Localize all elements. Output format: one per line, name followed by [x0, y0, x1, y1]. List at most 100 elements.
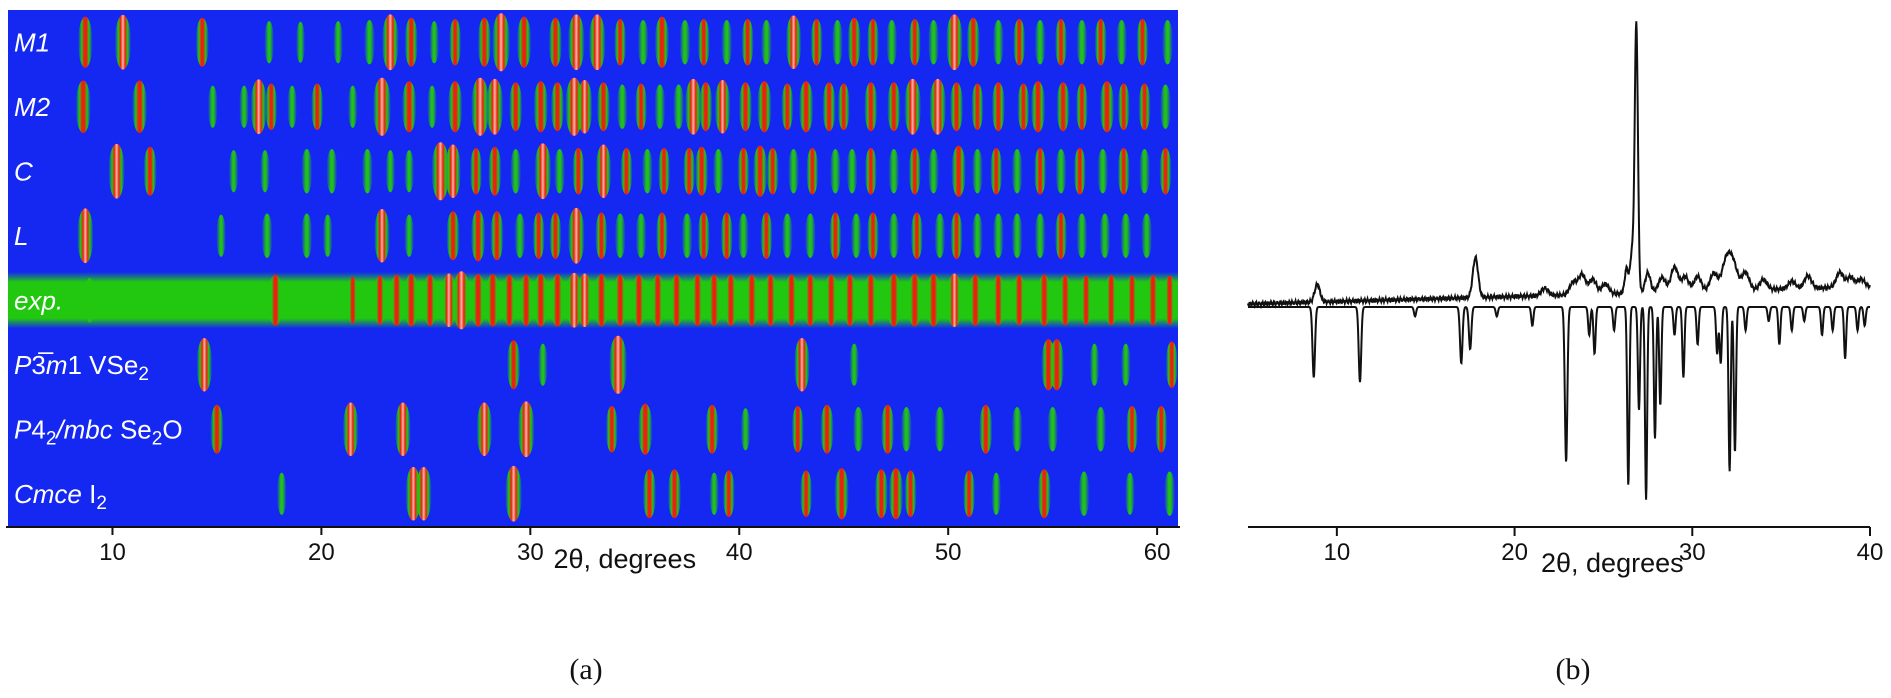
heatmap-peak-4-14: [549, 274, 565, 327]
heatmap-peak-0-14: [548, 17, 562, 67]
heatmap-peak-0-34: [966, 17, 980, 67]
heatmap-peak-2-9: [431, 142, 450, 201]
heatmap-peak-7-18: [1164, 471, 1176, 517]
heatmap-peak-2-5: [326, 148, 338, 194]
heatmap-peak-4-1: [268, 274, 283, 326]
panel-b-tick-label: 40: [1857, 539, 1884, 566]
heatmap-peak-1-42: [1030, 81, 1046, 133]
row-label-5: P3̅m1 VSe2: [14, 350, 149, 385]
heatmap-peak-2-22: [695, 146, 709, 196]
heatmap-peak-2-4: [301, 148, 313, 194]
heatmap-peak-3-30: [934, 213, 946, 259]
heatmap-peak-3-17: [655, 212, 668, 260]
row-label-part: M2: [14, 92, 51, 122]
heatmap-peak-3-40: [1141, 213, 1153, 259]
row-label-part: C: [14, 156, 33, 186]
heatmap-peak-0-2: [195, 17, 209, 67]
row-label-3: L: [14, 221, 28, 251]
heatmap-peak-3-39: [1120, 213, 1132, 259]
heatmap-peak-0-42: [1136, 18, 1149, 66]
heatmap-peak-5-4: [794, 337, 810, 392]
heatmap-peak-4-16: [576, 273, 593, 328]
heatmap-peak-2-23: [712, 148, 724, 194]
heatmap-peak-0-12: [492, 13, 511, 72]
row-label-part: P: [14, 350, 32, 380]
heatmap-peak-6-16: [1011, 406, 1023, 452]
heatmap-peak-3-25: [829, 212, 842, 260]
heatmap-peak-3-38: [1099, 213, 1111, 259]
heatmap-peak-0-31: [908, 18, 921, 66]
row-label-part: M1: [14, 27, 50, 57]
heatmap-peak-4-39: [1037, 274, 1052, 326]
heatmap-peak-3-11: [532, 212, 545, 260]
heatmap-peak-6-2: [395, 402, 411, 457]
heatmap-peak-6-13: [900, 406, 912, 452]
calculated-pattern-line: [1248, 306, 1870, 500]
heatmap-peak-2-30: [846, 148, 858, 194]
heatmap-peak-3-37: [1076, 213, 1088, 259]
heatmap-peak-0-10: [449, 18, 462, 66]
heatmap-peak-0-33: [946, 14, 963, 71]
heatmap-peak-4-29: [823, 274, 839, 326]
heatmap-peak-4-37: [991, 275, 1006, 326]
heatmap-peak-3-5: [374, 208, 390, 263]
row-label-part: 1 VSe: [67, 350, 138, 380]
heatmap-peak-7-10: [874, 469, 888, 519]
panel-b-label: (b): [1556, 653, 1591, 686]
heatmap-peak-1-37: [929, 78, 947, 135]
heatmap-peak-1-36: [904, 78, 922, 135]
heatmap-peak-1-23: [654, 84, 666, 130]
heatmap-peak-4-43: [1125, 275, 1139, 325]
heatmap-peak-4-13: [533, 274, 549, 327]
heatmap-peak-7-7: [722, 470, 735, 518]
heatmap-peak-3-16: [635, 213, 647, 259]
heatmap-peak-1-9: [372, 77, 391, 136]
heatmap-peak-2-6: [361, 148, 373, 194]
heatmap-peak-7-2: [415, 466, 432, 521]
heatmap-peak-6-4: [517, 401, 535, 458]
row-label-part: I: [82, 479, 96, 509]
heatmap-peak-1-7: [311, 83, 324, 131]
heatmap-peak-0-3: [264, 21, 274, 64]
heatmap-peak-6-20: [1155, 405, 1168, 453]
heatmap-peak-1-40: [991, 82, 1005, 132]
heatmap-peak-0-0: [78, 16, 93, 68]
heatmap-peak-0-8: [404, 17, 418, 67]
heatmap-peak-1-35: [887, 82, 901, 132]
heatmap-peak-4-36: [968, 274, 983, 326]
heatmap-peak-1-22: [635, 83, 648, 131]
heatmap-row-3: L: [14, 207, 1153, 264]
heatmap-peak-6-6: [638, 403, 653, 455]
heatmap-peak-1-34: [864, 82, 878, 132]
heatmap-peak-0-11: [477, 17, 491, 67]
heatmap-peak-2-45: [1159, 147, 1172, 195]
heatmap-peak-1-47: [1138, 83, 1151, 131]
heatmap-peak-7-14: [991, 472, 1002, 515]
heatmap-peak-4-30: [842, 274, 858, 326]
heatmap-peak-0-4: [296, 21, 305, 63]
heatmap-peak-2-42: [1097, 148, 1109, 194]
heatmap-peak-1-6: [287, 85, 297, 128]
heatmap-peak-4-34: [926, 274, 942, 327]
heatmap-peak-7-11: [888, 468, 904, 520]
heatmap-peak-1-27: [714, 79, 731, 134]
heatmap-peak-4-44: [1146, 275, 1160, 326]
heatmap-peak-0-1: [114, 14, 132, 70]
heatmap-peak-3-31: [950, 212, 963, 260]
heatmap-peak-4-22: [690, 274, 705, 326]
heatmap-peak-2-36: [972, 148, 983, 194]
heatmap-peak-6-19: [1126, 405, 1139, 453]
heatmap-peak-2-3: [260, 150, 270, 193]
heatmap-peak-3-9: [490, 211, 504, 261]
heatmap-peak-1-21: [616, 84, 628, 130]
heatmap-peak-3-18: [681, 213, 693, 259]
heatmap-peak-6-8: [740, 408, 751, 451]
heatmap-peak-5-9: [1120, 343, 1131, 386]
row-label-part: /mbc: [54, 414, 112, 444]
row-label-part: O: [162, 414, 182, 444]
heatmap-peak-4-21: [669, 274, 684, 326]
row-label-part: 2: [152, 428, 163, 449]
heatmap-peak-0-16: [588, 14, 606, 71]
panel-b-tick-label: 10: [1324, 539, 1351, 566]
